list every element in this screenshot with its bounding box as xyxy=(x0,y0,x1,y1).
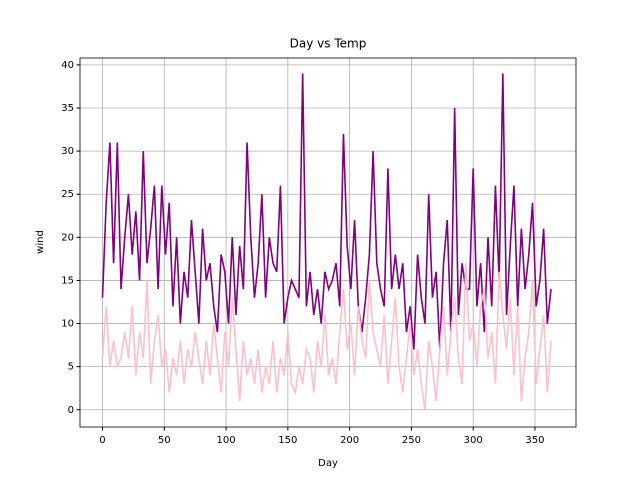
x-tick-label: 350 xyxy=(525,435,544,446)
y-axis-label: wind xyxy=(35,230,46,254)
y-tick-label: 30 xyxy=(61,146,74,157)
x-tick-label: 0 xyxy=(99,435,105,446)
y-tick-label: 35 xyxy=(61,103,74,114)
y-tick-label: 40 xyxy=(61,60,74,71)
data-line xyxy=(101,73,552,350)
plot-frame xyxy=(79,57,577,428)
y-tick-label: 0 xyxy=(68,405,74,416)
y-tick-label: 25 xyxy=(61,189,74,200)
y-tick-label: 15 xyxy=(61,275,74,286)
data-line xyxy=(101,263,552,410)
x-tick-label: 200 xyxy=(340,435,359,446)
x-tick-label: 300 xyxy=(464,435,483,446)
chart-title: Day vs Temp xyxy=(290,37,367,51)
x-tick-label: 50 xyxy=(158,435,171,446)
y-tick-label: 10 xyxy=(61,319,74,330)
x-tick-label: 150 xyxy=(278,435,297,446)
x-axis-label: Day xyxy=(318,458,338,469)
x-tick-label: 100 xyxy=(217,435,236,446)
x-tick-label: 250 xyxy=(402,435,421,446)
y-tick-label: 5 xyxy=(68,362,74,373)
y-tick-label: 20 xyxy=(61,232,74,243)
